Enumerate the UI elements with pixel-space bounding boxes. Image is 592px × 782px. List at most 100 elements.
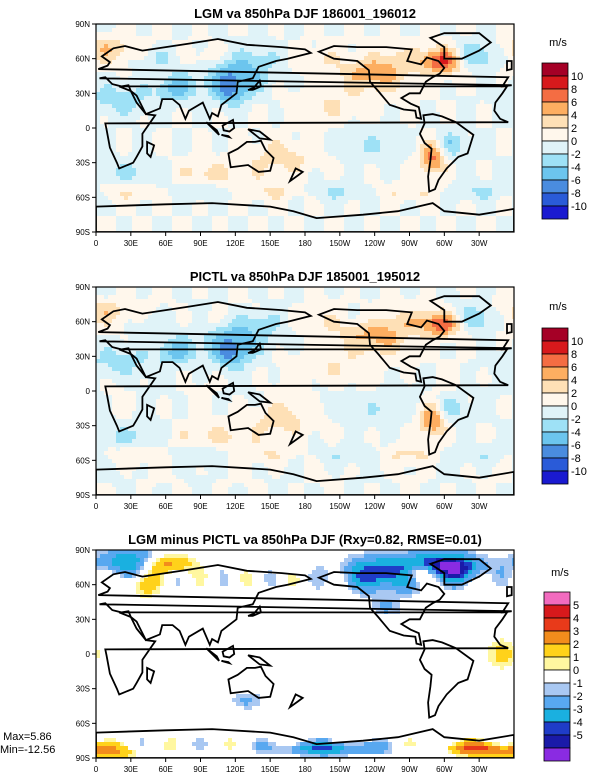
x-tick-label: 120E [226,502,245,511]
y-tick-label: 60S [76,456,90,465]
x-tick-label: 90E [193,502,207,511]
x-tick-label: 90W [401,239,418,248]
colorbar-label: -6 [571,175,581,187]
colorbar-label: -3 [573,704,583,716]
panel-1-field [96,24,514,232]
y-tick-label: 30S [76,159,90,168]
x-tick-label: 90E [193,765,207,774]
colorbar-label: -10 [571,466,587,478]
panel-1: LGM va 850hPa DJF 186001_196012 0 30E 60E 90… [75,6,587,248]
x-tick-label: 60E [159,502,173,511]
colorbar-label: 4 [573,613,579,625]
colorbar-swatch [541,470,569,485]
y-tick-label: 0 [86,387,91,396]
colorbar-swatch [543,708,571,723]
colorbar-swatch [541,127,569,142]
colorbar-label: 4 [571,375,577,387]
x-tick-label: 120W [364,765,385,774]
panel-1-title: LGM va 850hPa DJF 186001_196012 [194,6,416,21]
y-tick-label: 90N [75,283,90,292]
colorbar-swatch [543,695,571,710]
y-tick-label: 90S [76,491,90,500]
y-tick-label: 60S [76,719,90,728]
x-tick-label: 90E [193,239,207,248]
panel-3-max: Max=5.86 [3,731,52,743]
x-tick-label: 180 [298,239,312,248]
x-tick-label: 30E [124,502,138,511]
colorbar-swatch [543,721,571,736]
colorbar-swatch [541,457,569,472]
colorbar-swatch [543,656,571,671]
colorbar-label: 6 [571,97,577,109]
colorbar-label: -2 [573,691,583,703]
colorbar-swatch [541,88,569,103]
panel-2-field [96,287,514,495]
x-tick-label: 150W [329,765,350,774]
colorbar-swatch [543,734,571,749]
colorbar-swatch [541,405,569,420]
colorbar-swatch [541,101,569,116]
x-tick-label: 30W [471,239,488,248]
colorbar-label: 0 [571,401,577,413]
x-tick-label: 180 [298,765,312,774]
x-tick-label: 60W [436,502,453,511]
colorbar-label: -4 [571,162,581,174]
colorbar-swatch [541,192,569,207]
y-tick-label: 60S [76,193,90,202]
x-tick-label: 0 [94,502,99,511]
y-tick-label: 90S [76,228,90,237]
colorbar-label: 0 [573,665,579,677]
colorbar-swatch [541,205,569,220]
colorbar-label: -8 [571,188,581,200]
colorbar-label: 8 [571,84,577,96]
colorbar-swatch [543,669,571,684]
x-tick-label: 90W [401,502,418,511]
x-tick-label: 150W [329,239,350,248]
panel-3-field [96,550,514,758]
panel-3-coastlines [96,558,514,758]
y-tick-label: 30N [75,615,90,624]
y-tick-label: 90N [75,20,90,29]
x-tick-label: 90W [401,765,418,774]
colorbar-label: -1 [573,678,583,690]
colorbar-swatch [543,682,571,697]
panel-3-title: LGM minus PICTL va 850hPa DJF (Rxy=0.82,… [128,532,482,547]
x-tick-label: 120E [226,765,245,774]
colorbar-swatch [541,179,569,194]
colorbar-label: -8 [571,453,581,465]
x-tick-label: 60W [436,765,453,774]
colorbar-swatch [543,617,571,632]
x-tick-label: 60E [159,765,173,774]
panel-2-units: m/s [549,301,567,313]
panel-3-units: m/s [551,567,569,579]
y-tick-label: 60N [75,55,90,64]
colorbar-label: -10 [571,201,587,213]
colorbar-label: 2 [571,388,577,400]
colorbar-label: 2 [571,123,577,135]
colorbar-label: -2 [571,149,581,161]
colorbar-label: 0 [571,136,577,148]
colorbar-swatch [541,444,569,459]
y-tick-label: 60N [75,318,90,327]
x-tick-label: 60E [159,239,173,248]
panel-2-title: PICTL va 850hPa DJF 185001_195012 [190,269,420,284]
x-tick-label: 150E [261,239,280,248]
x-tick-label: 0 [94,239,99,248]
x-tick-label: 30E [124,765,138,774]
y-tick-label: 90N [75,546,90,555]
colorbar-swatch [541,379,569,394]
colorbar-label: 8 [571,349,577,361]
x-tick-label: 30W [471,502,488,511]
panel-3: LGM minus PICTL va 850hPa DJF (Rxy=0.82,… [75,532,582,774]
x-tick-label: 60W [436,239,453,248]
colorbar-swatch [541,153,569,168]
colorbar-swatch [541,327,569,342]
colorbar-swatch [541,353,569,368]
x-tick-label: 180 [298,502,312,511]
y-tick-label: 0 [86,650,91,659]
x-tick-label: 120W [364,502,385,511]
colorbar-label: 3 [573,626,579,638]
colorbar-swatch [543,630,571,645]
colorbar-swatch [543,747,571,762]
panel-1-coastlines [96,32,514,232]
